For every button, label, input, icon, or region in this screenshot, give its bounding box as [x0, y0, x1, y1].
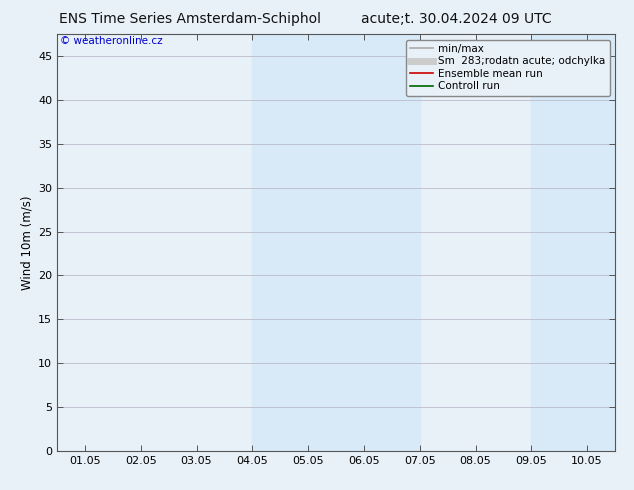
Text: acute;t. 30.04.2024 09 UTC: acute;t. 30.04.2024 09 UTC [361, 12, 552, 26]
Text: ENS Time Series Amsterdam-Schiphol: ENS Time Series Amsterdam-Schiphol [59, 12, 321, 26]
Legend: min/max, Sm  283;rodatn acute; odchylka, Ensemble mean run, Controll run: min/max, Sm 283;rodatn acute; odchylka, … [406, 40, 610, 96]
Bar [531, 34, 634, 451]
Y-axis label: Wind 10m (m/s): Wind 10m (m/s) [21, 196, 34, 290]
Bar [252, 34, 420, 451]
Text: © weatheronline.cz: © weatheronline.cz [60, 36, 162, 47]
